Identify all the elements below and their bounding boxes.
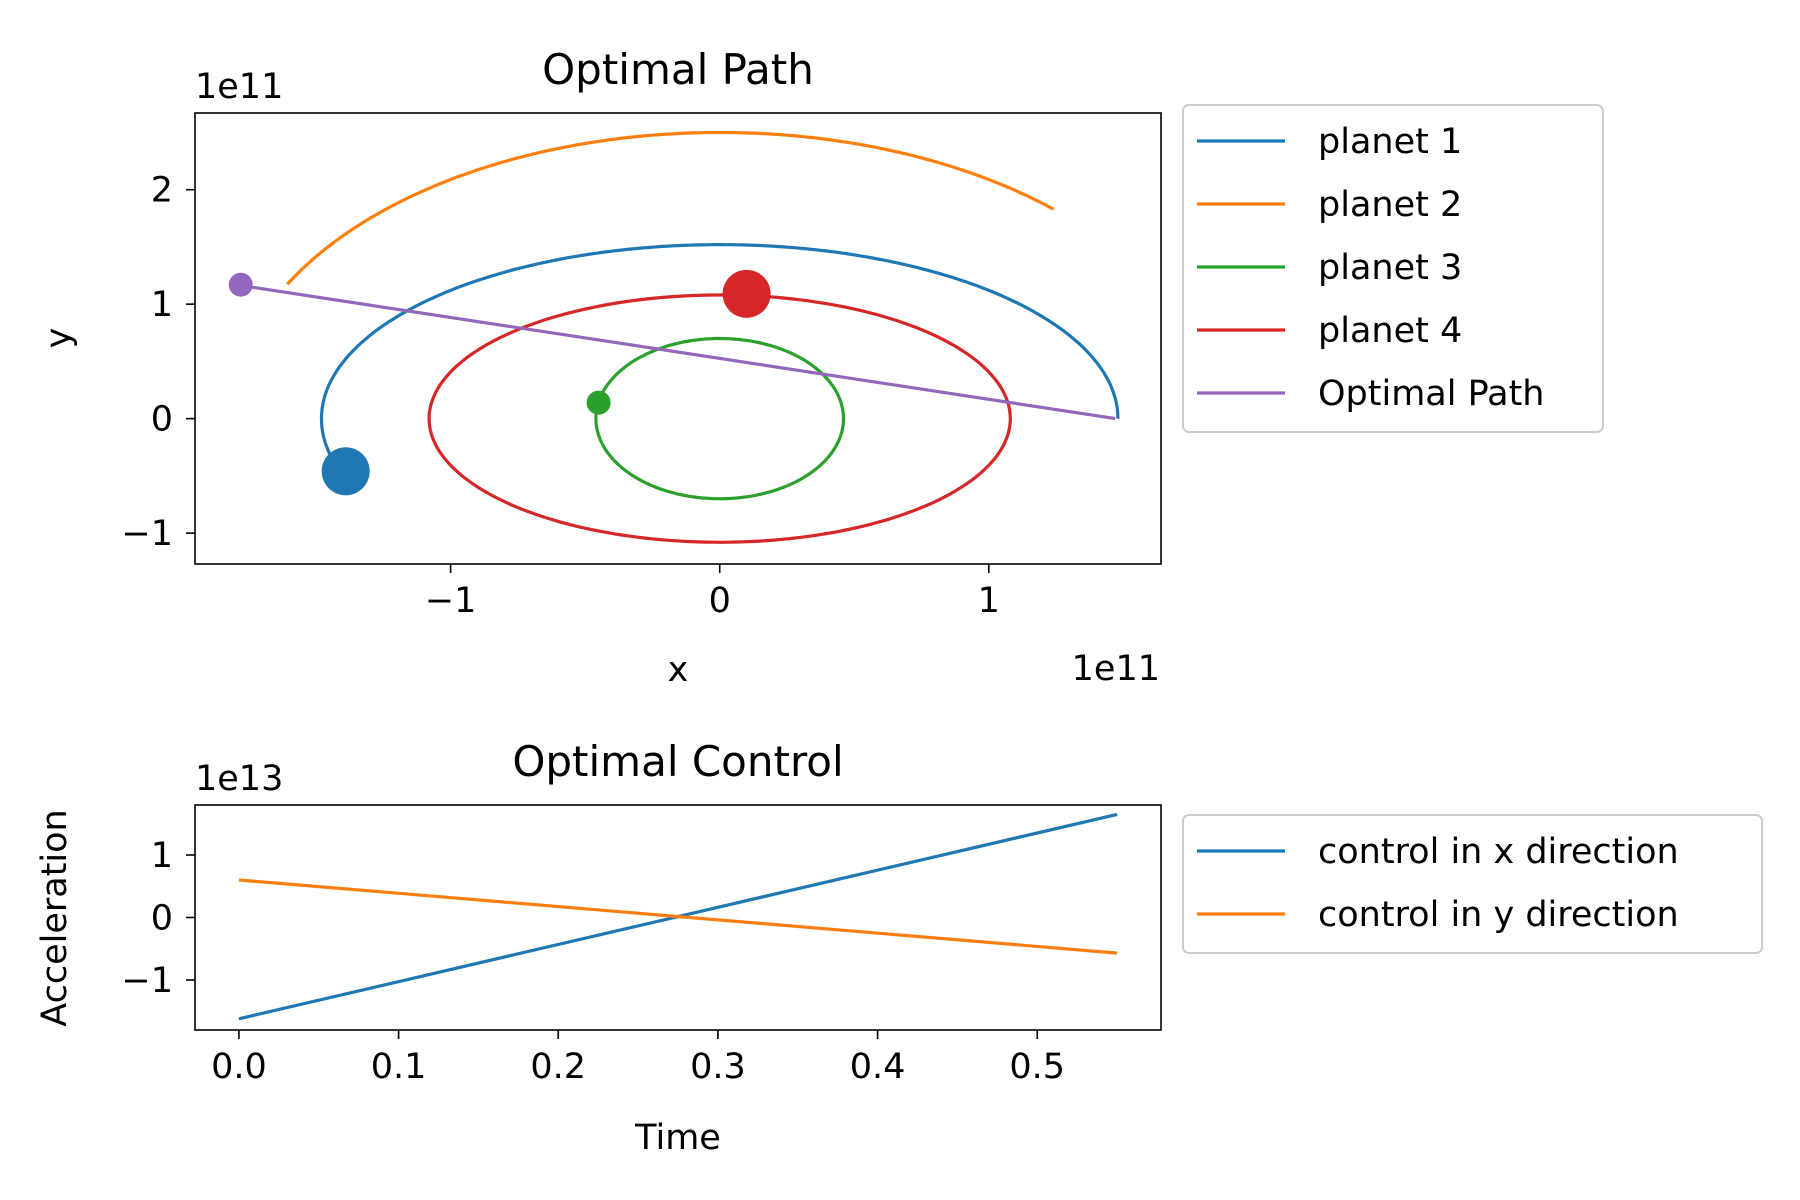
y-tick-label: 2 bbox=[151, 171, 173, 211]
x-axis-label: x bbox=[668, 650, 689, 690]
y-tick-label: −1 bbox=[121, 514, 173, 554]
legend-entry: Optimal Path bbox=[1318, 374, 1545, 414]
legend-entry: control in y direction bbox=[1318, 895, 1679, 935]
y-tick-label: 0 bbox=[151, 899, 173, 939]
series-planet-1-marker bbox=[321, 447, 370, 496]
chart-title: Optimal Path bbox=[542, 45, 814, 94]
axes-frame bbox=[194, 112, 1162, 565]
legend: control in x direction control in y direc… bbox=[1182, 814, 1763, 954]
x-tick-label: −1 bbox=[425, 581, 477, 621]
series-planet-2-line bbox=[286, 130, 1055, 286]
y-offset-text: 1e13 bbox=[195, 759, 283, 799]
legend-entry: planet 2 bbox=[1318, 185, 1462, 225]
series-planet-4-line bbox=[427, 293, 1012, 544]
y-tick-label: 1 bbox=[151, 836, 173, 876]
y-tick-label: 1 bbox=[151, 285, 173, 325]
series-optimal-path-line bbox=[235, 283, 1116, 421]
series-planet-1-line bbox=[319, 243, 1120, 474]
legend-entry: control in x direction bbox=[1318, 832, 1679, 872]
plot-area bbox=[238, 812, 1118, 1021]
legend: planet 1 planet 2 planet 3 planet 4 Optimal … bbox=[1182, 104, 1604, 433]
chart-title: Optimal Control bbox=[512, 737, 843, 786]
legend-entry: planet 3 bbox=[1318, 248, 1462, 288]
x-tick-label: 1 bbox=[978, 581, 1000, 621]
series-planet-3-marker bbox=[586, 390, 611, 415]
y-axis-label: y bbox=[39, 328, 79, 349]
x-tick-label: 0.1 bbox=[371, 1047, 427, 1087]
plot-area bbox=[228, 130, 1120, 544]
legend-entry: planet 1 bbox=[1318, 122, 1462, 162]
y-tick-label: −1 bbox=[121, 961, 173, 1001]
series-control-in-y-direction-line bbox=[238, 878, 1118, 955]
x-axis-label: Time bbox=[634, 1118, 721, 1158]
series-planet-4-marker bbox=[722, 269, 771, 318]
x-offset-text: 1e11 bbox=[1072, 649, 1160, 689]
y-offset-text: 1e11 bbox=[195, 67, 283, 107]
series-planet-3-line bbox=[594, 336, 846, 501]
control-panel: 0.0 0.1 0.2 0.3 0.4 0.5 −1 0 1 Optimal Control Tim… bbox=[35, 737, 1763, 1158]
x-tick-label: 0.0 bbox=[211, 1047, 267, 1087]
y-tick-label: 0 bbox=[151, 400, 173, 440]
x-tick-label: 0 bbox=[709, 581, 731, 621]
legend-frame bbox=[1182, 104, 1604, 433]
x-tick-label: 0.2 bbox=[530, 1047, 586, 1087]
x-tick-label: 0.4 bbox=[850, 1047, 906, 1087]
x-tick-label: 0.3 bbox=[690, 1047, 746, 1087]
legend-frame bbox=[1182, 814, 1763, 954]
y-axis-label: Acceleration bbox=[35, 809, 75, 1027]
x-tick-label: 0.5 bbox=[1009, 1047, 1065, 1087]
legend-entry: planet 4 bbox=[1318, 311, 1462, 351]
series-planet-2-marker bbox=[228, 272, 253, 297]
